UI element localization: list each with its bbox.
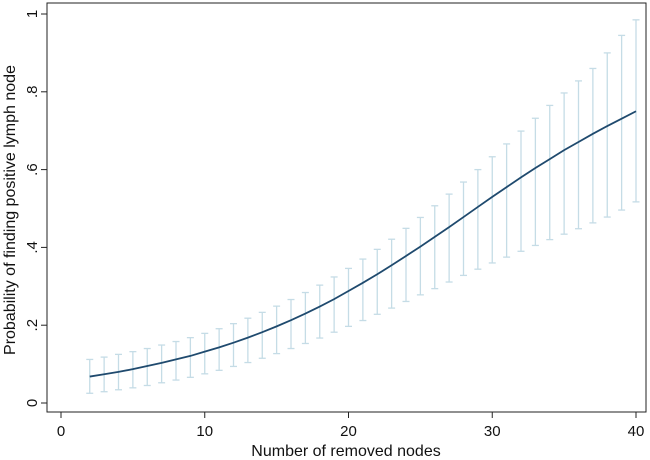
error-bar	[287, 298, 295, 350]
error-bar	[273, 305, 281, 355]
error-bar	[330, 276, 338, 333]
y-axis-title: Probability of finding positive lymph no…	[2, 65, 19, 355]
error-bar	[345, 267, 352, 328]
x-tick-label: 0	[57, 423, 65, 440]
error-bar	[445, 193, 453, 283]
error-bar	[460, 181, 467, 277]
x-tick-label: 20	[340, 423, 357, 440]
plot-frame	[46, 2, 647, 413]
error-bar	[603, 52, 611, 218]
error-bar	[531, 117, 539, 247]
error-bar	[158, 344, 166, 384]
error-bar	[546, 104, 554, 241]
error-bar	[316, 284, 324, 339]
error-bar	[230, 322, 237, 368]
error-bar	[618, 34, 626, 211]
error-bar	[143, 347, 151, 387]
error-bar	[402, 227, 410, 303]
y-tick-label: .6	[24, 163, 41, 176]
error-bar	[215, 328, 223, 371]
series-line	[89, 110, 637, 378]
error-bar	[373, 248, 381, 315]
x-axis-title: Number of removed nodes	[251, 443, 440, 460]
error-bar	[258, 311, 266, 359]
y-tick-label: 0	[24, 399, 41, 407]
x-tick-label: 40	[628, 423, 645, 440]
error-bar	[431, 205, 439, 290]
error-bar	[359, 258, 367, 322]
series-lines	[89, 110, 637, 378]
error-bar	[560, 92, 568, 235]
error-bar	[301, 291, 309, 345]
y-tick-label: .8	[24, 86, 41, 99]
y-axis: 0 .2 .4 .6 .8 1	[24, 10, 47, 407]
y-tick-label: .2	[24, 319, 41, 332]
error-bar	[244, 317, 252, 364]
x-tick-label: 10	[196, 423, 213, 440]
error-bar	[589, 67, 597, 224]
error-bar	[186, 336, 194, 378]
error-bar	[575, 80, 582, 230]
error-bar	[172, 340, 180, 381]
error-bar	[517, 130, 525, 252]
error-bar	[388, 238, 396, 309]
error-bar	[416, 216, 424, 296]
error-bar	[488, 156, 496, 264]
y-tick-label: .4	[24, 241, 41, 254]
error-bars	[86, 19, 640, 394]
y-tick-label: 1	[24, 10, 41, 18]
x-tick-label: 30	[484, 423, 501, 440]
x-axis: 0 10 20 30 40	[57, 412, 645, 440]
error-bar	[474, 168, 482, 270]
error-bar	[503, 143, 511, 258]
error-bar	[201, 332, 209, 375]
error-bar	[632, 19, 640, 203]
